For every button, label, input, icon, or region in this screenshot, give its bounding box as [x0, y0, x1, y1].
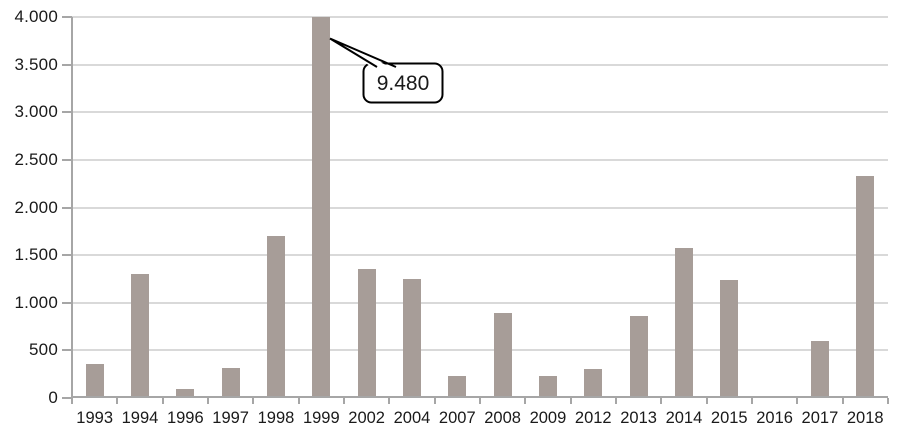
x-axis-tick [297, 398, 300, 404]
y-axis-tick [62, 158, 72, 161]
x-axis-tick [660, 398, 663, 404]
y-axis-tick-label: 3.500 [14, 54, 58, 74]
x-axis-tick [479, 398, 481, 404]
x-axis-tick [841, 398, 844, 404]
x-axis-tick [161, 398, 164, 404]
gridline [72, 206, 888, 209]
x-axis-tick-label: 1997 [212, 409, 249, 427]
x-axis-tick-label: 2013 [620, 409, 657, 427]
bar-2017 [811, 340, 829, 398]
bar-2018 [856, 176, 875, 398]
x-axis-tick [615, 398, 617, 404]
bar-1998 [267, 236, 285, 398]
x-axis-tick-label: 2017 [801, 409, 839, 427]
x-axis-tick-label: 2014 [665, 409, 703, 427]
y-axis-tick-label: 1.000 [14, 292, 58, 312]
x-axis-tick [751, 398, 753, 404]
x-axis-tick-label: 2018 [846, 409, 884, 427]
x-axis-tick-label: 1998 [257, 409, 295, 427]
y-axis-tick-label: 500 [29, 340, 58, 360]
y-axis-tick-label: 2.500 [14, 149, 58, 169]
x-axis-tick [524, 398, 527, 404]
x-axis-tick [433, 398, 436, 404]
bar-2007 [448, 376, 467, 398]
y-axis-tick-label: 3.000 [14, 102, 58, 122]
y-axis-line [71, 17, 73, 404]
x-axis-tick [71, 398, 73, 404]
bar-1997 [221, 368, 240, 398]
y-axis-tick [62, 301, 72, 304]
x-axis-tick-label: 2016 [756, 409, 793, 427]
y-axis-tick [62, 254, 72, 257]
x-axis-tick-label: 1996 [166, 409, 204, 427]
bar-2008 [493, 313, 512, 398]
x-axis-tick [343, 398, 345, 404]
bar-2002 [357, 269, 376, 398]
y-axis-tick [62, 16, 72, 18]
x-axis-tick [252, 398, 255, 404]
bar-2015 [720, 279, 739, 398]
x-axis-tick-label: 1994 [121, 409, 159, 427]
bar-1996 [176, 389, 195, 398]
x-axis-tick-label: 2015 [710, 409, 748, 427]
y-axis-tick [62, 349, 72, 352]
bar-1993 [85, 363, 104, 398]
x-axis-tick [388, 398, 391, 404]
y-axis-tick-label: 0 [48, 388, 58, 407]
x-axis-tick [116, 398, 119, 404]
plot-area [72, 16, 888, 398]
x-axis-tick [207, 398, 209, 404]
x-axis-tick [705, 398, 708, 404]
bar-2009 [539, 376, 557, 398]
gridline [72, 63, 888, 66]
x-axis-tick [569, 398, 572, 404]
y-axis-tick [62, 111, 72, 114]
x-axis-tick-label: 2008 [484, 409, 521, 427]
gridline [72, 254, 888, 257]
x-axis-tick [796, 398, 799, 404]
y-axis-tick-label: 2.000 [14, 197, 58, 217]
bar-2014 [675, 247, 693, 398]
x-axis-tick-label: 2009 [529, 409, 567, 427]
x-axis-tick-label: 1999 [302, 409, 340, 427]
bar-2004 [403, 278, 421, 398]
y-axis-tick-label: 1.500 [14, 245, 58, 265]
x-axis-tick-label: 1993 [76, 409, 114, 427]
x-axis-line [71, 396, 888, 398]
gridline [72, 16, 888, 18]
gridline [72, 349, 888, 352]
bar-1999 [312, 17, 331, 398]
x-axis-tick [887, 398, 889, 404]
gridline [72, 111, 888, 114]
gridline [72, 158, 888, 161]
y-axis-tick [62, 206, 72, 209]
bar-1994 [130, 274, 149, 398]
x-axis-tick-label: 2004 [393, 409, 431, 427]
y-axis-tick [62, 63, 72, 66]
bar-2013 [629, 316, 648, 398]
gridline [72, 301, 888, 304]
x-axis-tick-label: 2007 [438, 409, 476, 427]
bar-2012 [584, 369, 603, 398]
y-axis-tick [62, 397, 72, 399]
x-axis-tick-label: 2012 [574, 409, 612, 427]
x-axis-tick-label: 2002 [348, 409, 385, 427]
y-axis-tick-label: 4.000 [14, 7, 58, 26]
x-axis-tick-labels: 1993 1994 1996 1997 1998 1999 2002 2004 2007 2008… [72, 405, 888, 431]
